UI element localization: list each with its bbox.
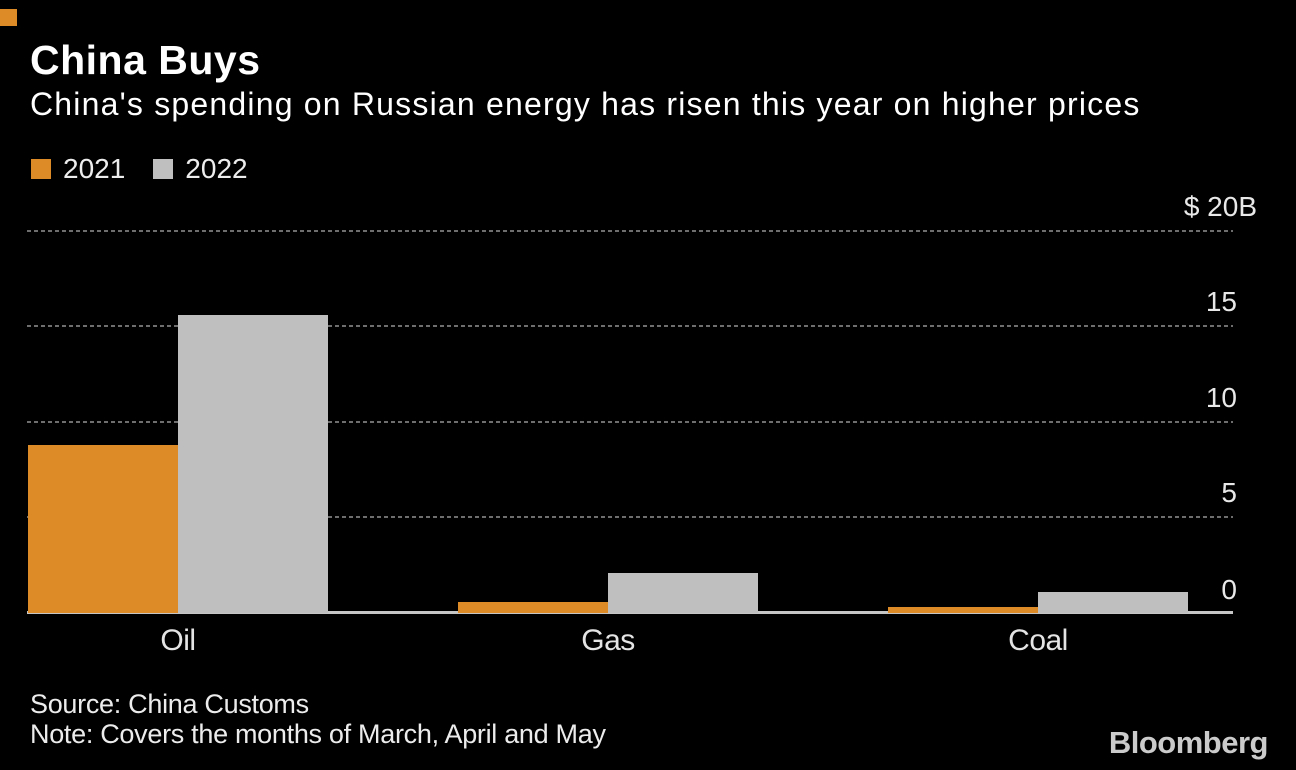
legend-swatch-2021 (31, 159, 51, 179)
bar-oil-2021 (28, 444, 178, 613)
y-tick-label-5: 5 (1221, 477, 1237, 508)
gridline-20 (27, 229, 1233, 232)
gridline-10 (27, 420, 1233, 423)
chart-legend: 2021 2022 (31, 155, 248, 183)
legend-item-2021: 2021 (31, 155, 125, 183)
gridline-5 (27, 516, 1233, 518)
chart-subtitle: China's spending on Russian energy has r… (30, 86, 1141, 122)
bar-coal-2021 (888, 607, 1038, 613)
bar-gas-2021 (458, 601, 608, 613)
y-tick-label-0: 0 (1221, 574, 1237, 605)
gridline-15 (27, 325, 1233, 327)
y-tick-label-15: 15 (1205, 286, 1237, 317)
category-label-oil: Oil (160, 624, 196, 657)
bar-coal-2022 (1038, 591, 1188, 613)
note-text: Note: Covers the months of March, April … (30, 719, 606, 749)
category-label-coal: Coal (1008, 624, 1068, 657)
legend-swatch-2022 (153, 159, 174, 179)
source-text: Source: China Customs (30, 689, 309, 719)
y-tick-label-10: 10 (1205, 381, 1237, 413)
bar-oil-2022 (178, 315, 328, 613)
legend-label-2021: 2021 (63, 153, 126, 184)
legend-item-2022: 2022 (153, 153, 248, 184)
bloomberg-logo: Bloomberg (1108, 725, 1269, 760)
bloomberg-accent-square (0, 9, 17, 26)
category-label-gas: Gas (581, 624, 635, 657)
y-tick-label-20: $ 20B (1183, 190, 1257, 222)
chart-title: China Buys (30, 37, 261, 83)
legend-label-2022: 2022 (185, 153, 248, 184)
bar-gas-2022 (608, 572, 758, 613)
